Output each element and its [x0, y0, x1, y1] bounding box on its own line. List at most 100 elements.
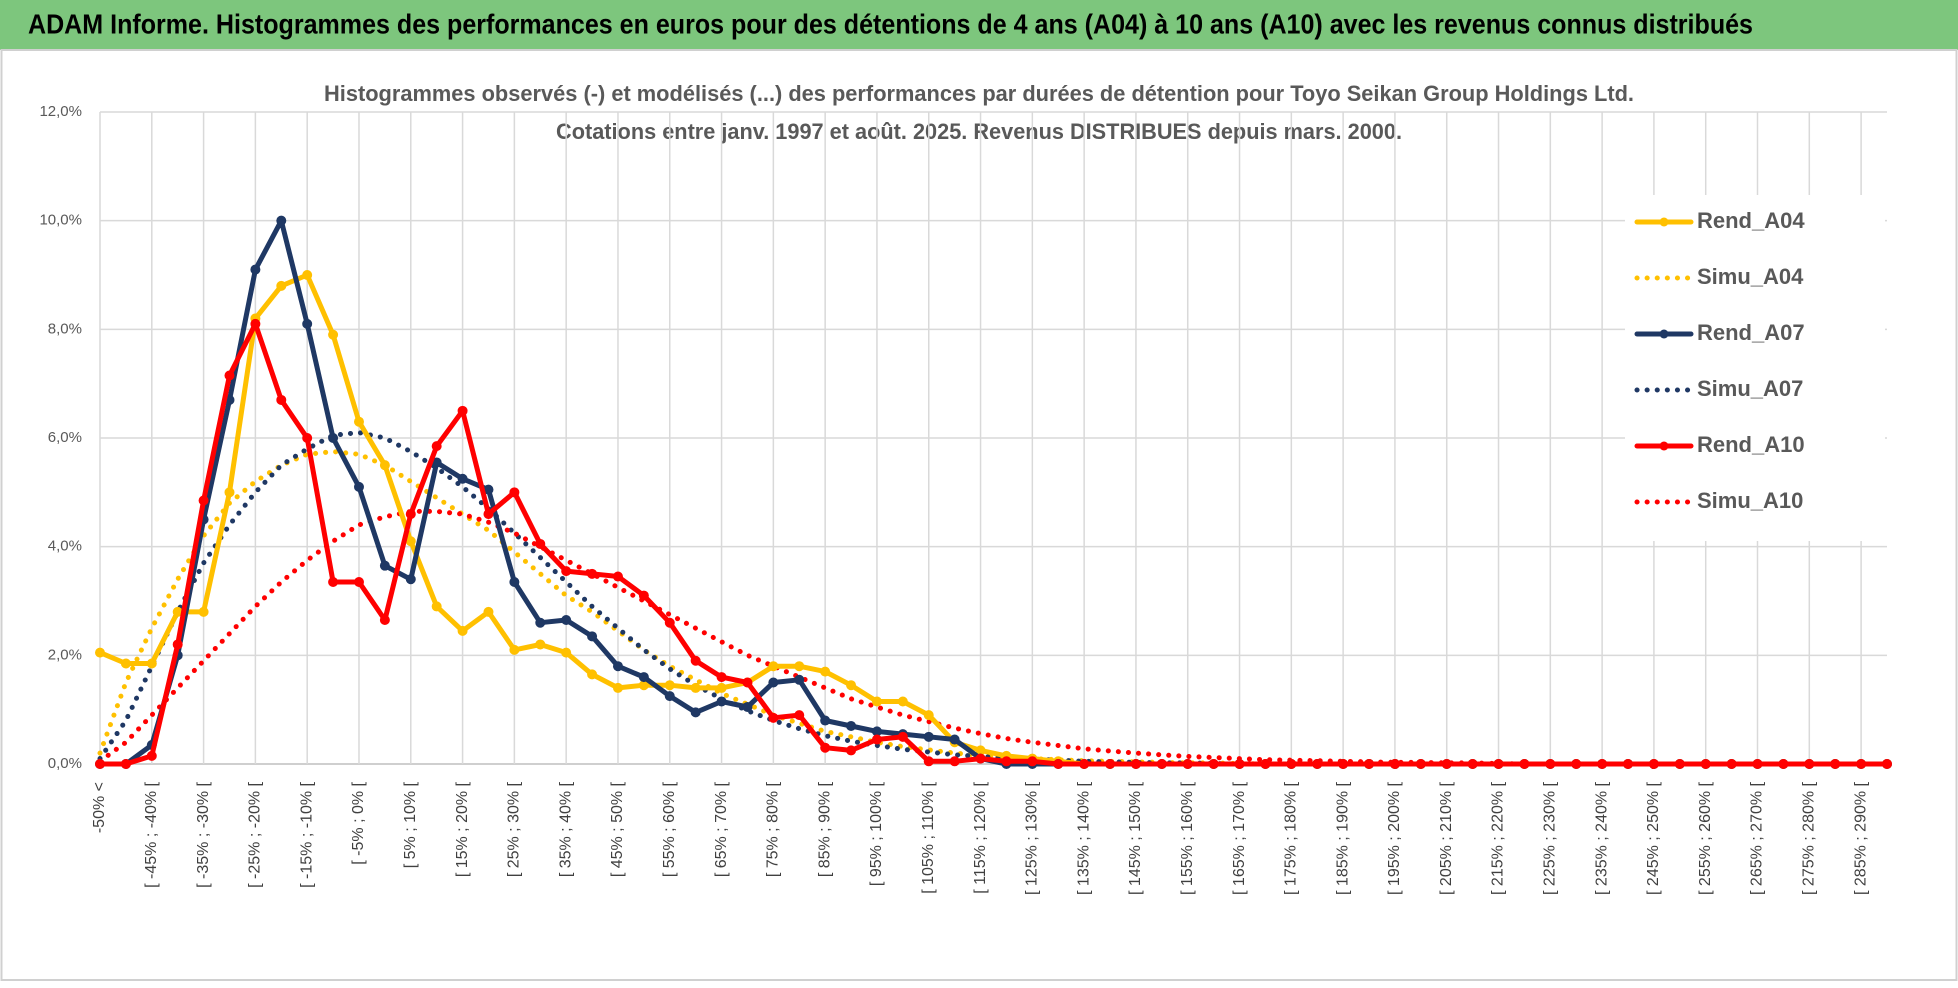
data-point	[871, 696, 882, 707]
data-point	[120, 759, 131, 769]
x-tick-label: [ 15% ; 20% [	[454, 781, 471, 877]
data-point	[146, 750, 157, 761]
y-tick-label: 4,0%	[48, 538, 82, 555]
data-point	[1001, 756, 1012, 767]
data-point	[483, 606, 494, 617]
data-point	[1027, 756, 1038, 767]
data-point	[768, 661, 779, 672]
x-tick-label: [ 115% ; 120% [	[972, 781, 989, 893]
data-point	[250, 318, 261, 329]
x-tick-label: [ 145% ; 150% [	[1127, 781, 1144, 895]
data-point	[846, 745, 857, 756]
data-point	[1623, 759, 1634, 769]
data-point	[690, 682, 701, 693]
data-point	[198, 606, 209, 617]
data-point	[1882, 759, 1892, 769]
data-point	[483, 509, 494, 520]
data-point	[612, 571, 623, 582]
data-point	[820, 666, 831, 677]
data-point	[457, 473, 468, 484]
data-point	[949, 734, 960, 745]
header-band	[0, 0, 1958, 50]
data-point	[302, 318, 313, 329]
x-tick-label: [ 205% ; 210% [	[1438, 781, 1455, 895]
data-point	[1856, 759, 1867, 769]
data-point	[846, 680, 857, 691]
legend-label: Simu_A04	[1697, 264, 1804, 289]
data-point	[664, 691, 675, 702]
data-point	[120, 658, 131, 669]
data-point	[690, 655, 701, 666]
data-point	[1830, 759, 1841, 769]
x-tick-label: [ 275% ; 280% [	[1801, 781, 1818, 895]
x-tick-label: [ 95% ; 100% [	[868, 781, 885, 886]
y-tick-label: 0,0%	[48, 755, 82, 772]
x-tick-label: [ 75% ; 80% [	[765, 781, 782, 877]
legend-label: Rend_A10	[1697, 432, 1805, 457]
data-point	[431, 601, 442, 612]
data-point	[923, 731, 934, 742]
data-point	[561, 566, 572, 577]
x-tick-label: [ 45% ; 50% [	[609, 781, 626, 877]
legend-label: Simu_A07	[1697, 376, 1803, 401]
series-line	[97, 508, 1890, 767]
data-point	[1079, 759, 1090, 769]
data-point	[923, 710, 934, 721]
data-point	[328, 329, 339, 340]
x-tick-label: [ -25% ; -20% [	[247, 781, 264, 887]
x-tick-label: [ 25% ; 30% [	[506, 781, 523, 877]
y-tick-label: 12,0%	[39, 103, 82, 120]
legend-label: Rend_A07	[1697, 320, 1805, 345]
data-point	[1182, 759, 1193, 769]
x-tick-label: -50% <	[91, 782, 108, 833]
data-point	[664, 617, 675, 628]
y-tick-label: 8,0%	[48, 320, 82, 337]
data-point	[975, 753, 986, 764]
x-tick-label: [ 265% ; 270% [	[1749, 781, 1766, 895]
x-tick-label: [ 285% ; 290% [	[1852, 781, 1869, 895]
data-point	[1415, 759, 1426, 769]
data-point	[172, 639, 183, 650]
chart-title: Histogrammes observés (-) et modélisés (…	[324, 81, 1634, 106]
data-point	[897, 731, 908, 742]
data-point	[1493, 759, 1504, 769]
data-point	[1597, 759, 1608, 769]
data-point	[1286, 759, 1297, 769]
x-tick-label: [ 195% ; 200% [	[1386, 781, 1403, 895]
data-point	[1778, 759, 1789, 769]
data-point	[1260, 759, 1271, 769]
legend-box	[1625, 195, 1885, 541]
data-point	[716, 682, 727, 693]
data-point	[897, 696, 908, 707]
data-point	[1130, 759, 1141, 769]
data-point	[768, 677, 779, 688]
data-point	[1312, 759, 1323, 769]
legend-marker	[1659, 217, 1669, 227]
data-point	[353, 576, 364, 587]
x-tick-label: [ 5% ; 10% [	[402, 781, 419, 868]
x-tick-label: [ 155% ; 160% [	[1179, 781, 1196, 895]
x-tick-label: [ -35% ; -30% [	[195, 781, 212, 887]
data-point	[1519, 759, 1530, 769]
y-tick-label: 6,0%	[48, 429, 82, 446]
legend-label: Simu_A10	[1697, 488, 1803, 513]
x-tick-label: [ -15% ; -10% [	[298, 781, 315, 887]
x-tick-label: [ 135% ; 140% [	[1075, 781, 1092, 895]
data-point	[587, 568, 598, 579]
data-point	[509, 487, 520, 498]
data-point	[146, 658, 157, 669]
data-point	[638, 672, 649, 683]
data-point	[276, 394, 287, 405]
data-point	[716, 672, 727, 683]
data-point	[405, 536, 416, 547]
data-point	[379, 560, 390, 571]
x-tick-label: [ 175% ; 180% [	[1283, 781, 1300, 895]
data-point	[353, 416, 364, 427]
data-point	[431, 441, 442, 452]
header-title: ADAM Informe. Histogrammes des performan…	[28, 8, 1753, 39]
data-point	[1389, 759, 1400, 769]
data-point	[638, 590, 649, 601]
data-point	[690, 707, 701, 718]
chart-subtitle: Cotations entre janv. 1997 et août. 2025…	[556, 119, 1402, 144]
